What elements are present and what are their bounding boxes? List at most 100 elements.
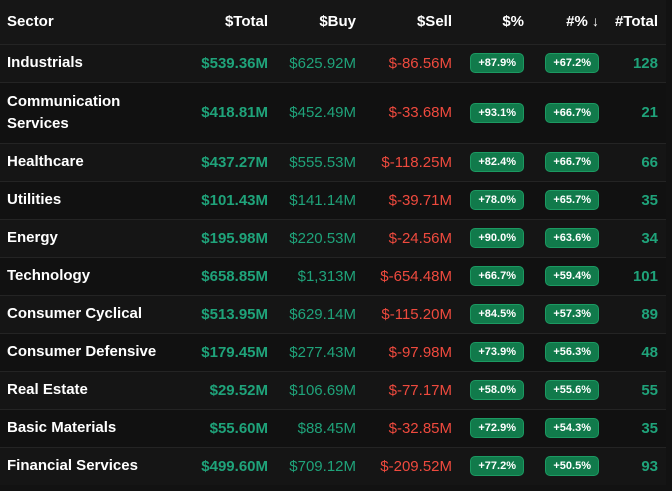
sector-cell: Technology bbox=[7, 267, 91, 284]
total-cell: $195.98M bbox=[201, 229, 268, 247]
column-header-buy[interactable]: $Buy bbox=[319, 13, 356, 31]
total-cell: $418.81M bbox=[201, 104, 268, 121]
table-row[interactable]: Real Estate $29.52M $106.69M $-77.17M +58.0%… bbox=[0, 371, 666, 409]
buy-cell: $555.53M bbox=[289, 153, 356, 171]
count-pct-badge: +56.3% bbox=[545, 342, 599, 362]
table-row[interactable]: Utilities $101.43M $141.14M $-39.71M +78.0% +… bbox=[0, 181, 666, 219]
pct-badge: +78.0% bbox=[470, 190, 524, 210]
count-pct-badge: +55.6% bbox=[545, 380, 599, 400]
pct-badge: +87.9% bbox=[470, 53, 524, 73]
pct-cell: +82.4% bbox=[452, 143, 524, 181]
sell-cell: $-24.56M bbox=[388, 229, 452, 247]
sell-cell: $-209.52M bbox=[380, 457, 452, 475]
count-pct-badge: +50.5% bbox=[545, 456, 599, 477]
sell-cell: $-32.85M bbox=[388, 419, 452, 437]
count-pct-cell: +66.7% bbox=[524, 82, 599, 143]
count-pct-cell: +54.3% bbox=[524, 409, 599, 447]
sector-cell: Communication Services bbox=[7, 92, 121, 132]
total-cell: $29.52M bbox=[209, 381, 268, 399]
table-row[interactable]: Financial Services $499.60M $709.12M $-209.… bbox=[0, 447, 666, 485]
table-row[interactable]: Basic Materials $55.60M $88.45M $-32.85M +72… bbox=[0, 409, 666, 447]
pct-badge: +58.0% bbox=[470, 380, 524, 400]
pct-cell: +93.1% bbox=[452, 82, 524, 143]
table-row[interactable]: Consumer Cyclical $513.95M $629.14M $-115.2… bbox=[0, 295, 666, 333]
pct-badge: +77.2% bbox=[470, 456, 524, 477]
count-pct-badge: +57.3% bbox=[545, 304, 599, 324]
count-pct-cell: +67.2% bbox=[524, 44, 599, 82]
pct-cell: +87.9% bbox=[452, 44, 524, 82]
count-pct-badge: +66.7% bbox=[545, 102, 599, 123]
count-pct-badge: +63.6% bbox=[545, 228, 599, 248]
sell-cell: $-118.25M bbox=[381, 153, 452, 171]
buy-cell: $1,313M bbox=[297, 267, 356, 285]
column-header-sector[interactable]: Sector bbox=[7, 13, 54, 31]
sell-cell: $-115.20M bbox=[381, 305, 452, 323]
total-cell: $539.36M bbox=[201, 54, 268, 72]
buy-cell: $141.14M bbox=[289, 191, 356, 209]
buy-cell: $709.12M bbox=[289, 457, 356, 475]
sector-cell: Financial Services bbox=[7, 457, 138, 475]
pct-badge: +90.0% bbox=[470, 228, 524, 248]
pct-cell: +84.5% bbox=[452, 295, 524, 333]
count-pct-cell: +55.6% bbox=[524, 371, 599, 409]
count-pct-badge: +66.7% bbox=[545, 152, 599, 172]
count-cell: 128 bbox=[632, 54, 658, 72]
total-cell: $101.43M bbox=[201, 191, 268, 209]
count-cell: 21 bbox=[641, 104, 658, 121]
total-cell: $658.85M bbox=[201, 267, 268, 285]
sector-cell: Consumer Cyclical bbox=[7, 305, 143, 322]
pct-badge: +73.9% bbox=[470, 342, 524, 362]
column-header-total[interactable]: $Total bbox=[224, 13, 268, 31]
total-cell: $437.27M bbox=[201, 153, 268, 171]
count-cell: 93 bbox=[641, 457, 658, 475]
sector-cell: Industrials bbox=[7, 54, 83, 71]
count-pct-cell: +66.7% bbox=[524, 143, 599, 181]
table-row[interactable]: Energy $195.98M $220.53M $-24.56M +90.0% +63.… bbox=[0, 219, 666, 257]
column-header-count-pct-label: #% bbox=[566, 13, 588, 31]
count-cell: 101 bbox=[632, 267, 658, 285]
table-row[interactable]: Technology $658.85M $1,313M $-654.48M +66.7%… bbox=[0, 257, 666, 295]
count-pct-cell: +63.6% bbox=[524, 219, 599, 257]
count-pct-cell: +65.7% bbox=[524, 181, 599, 219]
table-row[interactable]: Healthcare $437.27M $555.53M $-118.25M +82.4… bbox=[0, 143, 666, 181]
total-cell: $499.60M bbox=[201, 457, 268, 475]
count-pct-badge: +54.3% bbox=[545, 418, 599, 438]
total-cell: $55.60M bbox=[209, 419, 268, 437]
count-pct-badge: +67.2% bbox=[545, 53, 599, 73]
sector-cell: Real Estate bbox=[7, 381, 88, 398]
count-pct-cell: +50.5% bbox=[524, 447, 599, 485]
sell-cell: $-39.71M bbox=[388, 191, 452, 209]
count-pct-cell: +56.3% bbox=[524, 333, 599, 371]
pct-badge: +66.7% bbox=[470, 266, 524, 286]
count-pct-badge: +59.4% bbox=[545, 266, 599, 286]
column-header-sell[interactable]: $Sell bbox=[416, 13, 452, 31]
sector-flow-table: Sector $Total $Buy $Sell $% #% ↓ #Total … bbox=[0, 0, 666, 485]
count-cell: 55 bbox=[641, 381, 658, 399]
column-header-count[interactable]: #Total bbox=[614, 13, 658, 31]
total-cell: $513.95M bbox=[201, 305, 268, 323]
sector-cell: Healthcare bbox=[7, 153, 84, 170]
sell-cell: $-86.56M bbox=[388, 54, 452, 72]
pct-cell: +73.9% bbox=[452, 333, 524, 371]
sort-descending-icon: ↓ bbox=[592, 13, 599, 30]
table-row[interactable]: Industrials $539.36M $625.92M $-86.56M +87.9… bbox=[0, 44, 666, 82]
table-row[interactable]: Consumer Defensive $179.45M $277.43M $-97.9… bbox=[0, 333, 666, 371]
pct-cell: +66.7% bbox=[452, 257, 524, 295]
pct-cell: +90.0% bbox=[452, 219, 524, 257]
buy-cell: $629.14M bbox=[289, 305, 356, 323]
table-row[interactable]: Communication Services $418.81M $452.49M $-… bbox=[0, 82, 666, 143]
column-header-count-pct[interactable]: #% ↓ bbox=[524, 0, 599, 44]
total-cell: $179.45M bbox=[201, 343, 268, 361]
buy-cell: $88.45M bbox=[297, 419, 356, 437]
count-pct-badge: +65.7% bbox=[545, 190, 599, 210]
count-cell: 35 bbox=[641, 191, 658, 209]
count-pct-cell: +59.4% bbox=[524, 257, 599, 295]
sell-cell: $-77.17M bbox=[388, 381, 452, 399]
buy-cell: $625.92M bbox=[289, 54, 356, 72]
sector-cell: Energy bbox=[7, 229, 58, 246]
sell-cell: $-97.98M bbox=[388, 343, 452, 361]
column-header-pct[interactable]: $% bbox=[502, 13, 524, 31]
count-cell: 35 bbox=[641, 419, 658, 437]
sector-cell: Utilities bbox=[7, 191, 62, 208]
count-cell: 34 bbox=[641, 229, 658, 247]
